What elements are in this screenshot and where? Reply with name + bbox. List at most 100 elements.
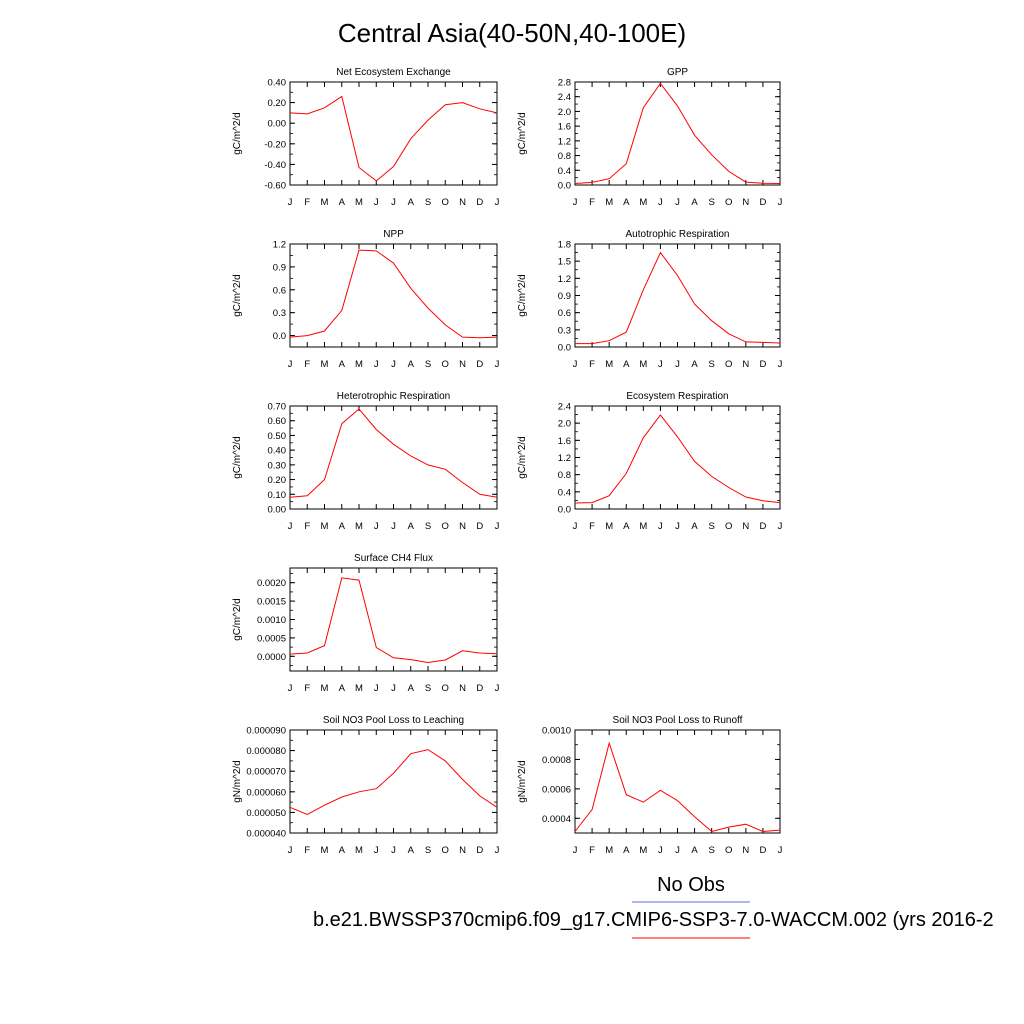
x-tick-label: J bbox=[391, 845, 396, 856]
x-tick-label: S bbox=[708, 521, 714, 532]
y-tick-label: 0.70 bbox=[268, 402, 287, 413]
x-tick-label: J bbox=[391, 359, 396, 370]
x-tick-label: M bbox=[355, 683, 363, 694]
x-tick-label: A bbox=[408, 197, 415, 208]
x-tick-label: N bbox=[742, 845, 749, 856]
chart-panel: Ecosystem Respiration gC/m^2/d 2.4 2.0 1.6 1.… bbox=[517, 391, 783, 532]
y-tick-label: 1.2 bbox=[273, 240, 286, 251]
y-tick-label: 0.40 bbox=[268, 446, 287, 457]
x-tick-label: S bbox=[425, 845, 431, 856]
series-line bbox=[289, 577, 498, 664]
y-tick-label: 0.60 bbox=[268, 416, 287, 427]
x-tick-label: A bbox=[623, 521, 630, 532]
y-tick-label: 0.0020 bbox=[257, 578, 286, 589]
x-tick-label: J bbox=[675, 845, 680, 856]
x-tick-label: J bbox=[495, 683, 500, 694]
y-tick-label: 0.20 bbox=[268, 98, 287, 109]
x-tick-label: M bbox=[355, 845, 363, 856]
x-tick-label: D bbox=[759, 845, 766, 856]
y-tick-label: -0.20 bbox=[264, 139, 286, 150]
y-tick-label: 0.10 bbox=[268, 490, 287, 501]
y-tick-label: 0.6 bbox=[273, 285, 286, 296]
x-tick-label: J bbox=[374, 521, 379, 532]
x-tick-label: M bbox=[605, 359, 613, 370]
x-tick-label: A bbox=[339, 359, 346, 370]
x-tick-label: N bbox=[742, 197, 749, 208]
x-tick-label: O bbox=[725, 359, 732, 370]
y-tick-label: 0.0015 bbox=[257, 597, 286, 608]
chart-panel: Soil NO3 Pool Loss to LeachinggN/m^2/d0.… bbox=[232, 715, 500, 856]
x-tick-label: J bbox=[374, 683, 379, 694]
y-tick-label: 0.3 bbox=[558, 325, 571, 336]
plot-frame bbox=[574, 243, 781, 348]
x-tick-label: J bbox=[288, 683, 293, 694]
x-tick-label: A bbox=[339, 521, 346, 532]
x-tick-label: M bbox=[355, 359, 363, 370]
x-tick-label: F bbox=[304, 683, 310, 694]
x-tick-label: D bbox=[476, 197, 483, 208]
y-tick-label: 2.4 bbox=[558, 92, 571, 103]
y-tick-label: 0.0010 bbox=[542, 726, 571, 737]
x-tick-label: D bbox=[476, 521, 483, 532]
y-axis-label: gC/m^2/d bbox=[517, 112, 528, 155]
x-tick-label: S bbox=[425, 683, 431, 694]
panel-title: Heterotrophic Respiration bbox=[337, 391, 450, 402]
x-tick-label: M bbox=[321, 845, 329, 856]
chart-panel: Heterotrophic Respiration gC/m^2/d 0.70 0.6… bbox=[232, 391, 500, 532]
legend-obs-label: No Obs bbox=[657, 874, 725, 896]
series-line bbox=[289, 95, 498, 182]
legend-case-label: b.e21.BWSSP370cmip6.f09_g17.CMIP6-SSP3-7… bbox=[313, 909, 994, 931]
x-tick-label: N bbox=[742, 521, 749, 532]
plot-frame bbox=[574, 405, 781, 510]
x-tick-label: A bbox=[691, 197, 698, 208]
y-axis-label: gC/m^2/d bbox=[232, 598, 243, 641]
y-tick-label: 0.0 bbox=[273, 331, 286, 342]
x-tick-label: O bbox=[442, 521, 449, 532]
plot-frame bbox=[289, 729, 498, 834]
y-tick-label: 0.0005 bbox=[257, 633, 286, 644]
y-tick-label: 1.5 bbox=[558, 257, 571, 268]
chart-panel: Soil NO3 Pool Loss to Runoff gN/m^2/d 0.00… bbox=[517, 715, 783, 856]
x-tick-label: O bbox=[725, 197, 732, 208]
y-tick-label: 0.0 bbox=[558, 181, 571, 192]
y-tick-label: 2.8 bbox=[558, 78, 571, 89]
y-axis-label: gC/m^2/d bbox=[232, 436, 243, 479]
x-tick-label: J bbox=[778, 845, 783, 856]
x-tick-label: M bbox=[639, 521, 647, 532]
x-tick-label: J bbox=[573, 197, 578, 208]
x-tick-label: N bbox=[459, 845, 466, 856]
y-tick-label: 2.0 bbox=[558, 107, 571, 118]
y-tick-label: 0.6 bbox=[558, 308, 571, 319]
series-line bbox=[574, 741, 781, 833]
x-tick-label: A bbox=[339, 845, 346, 856]
x-tick-label: O bbox=[442, 845, 449, 856]
y-axis-label: gN/m^2/d bbox=[232, 760, 243, 803]
y-tick-label: 0.8 bbox=[558, 151, 571, 162]
x-tick-label: J bbox=[288, 845, 293, 856]
x-tick-label: M bbox=[605, 521, 613, 532]
plot-frame bbox=[289, 81, 498, 186]
y-tick-label: 0.00 bbox=[268, 505, 287, 516]
x-tick-label: A bbox=[691, 521, 698, 532]
x-tick-label: J bbox=[495, 359, 500, 370]
x-tick-label: J bbox=[495, 845, 500, 856]
x-tick-label: M bbox=[355, 197, 363, 208]
x-tick-label: O bbox=[442, 683, 449, 694]
panel-title: Ecosystem Respiration bbox=[626, 391, 728, 402]
x-tick-label: F bbox=[304, 521, 310, 532]
x-tick-label: D bbox=[759, 359, 766, 370]
y-tick-label: 0.3 bbox=[273, 308, 286, 319]
x-tick-label: A bbox=[691, 359, 698, 370]
x-tick-label: J bbox=[391, 683, 396, 694]
x-tick-label: J bbox=[778, 197, 783, 208]
y-axis-label: gN/m^2/d bbox=[517, 760, 528, 803]
series-line bbox=[574, 82, 781, 184]
series-line bbox=[289, 749, 498, 816]
x-tick-label: J bbox=[658, 845, 663, 856]
y-tick-label: 0.0008 bbox=[542, 755, 571, 766]
y-tick-label: 0.8 bbox=[558, 470, 571, 481]
y-tick-label: 0.000060 bbox=[246, 787, 286, 798]
y-tick-label: -0.40 bbox=[264, 160, 286, 171]
x-tick-label: N bbox=[459, 521, 466, 532]
